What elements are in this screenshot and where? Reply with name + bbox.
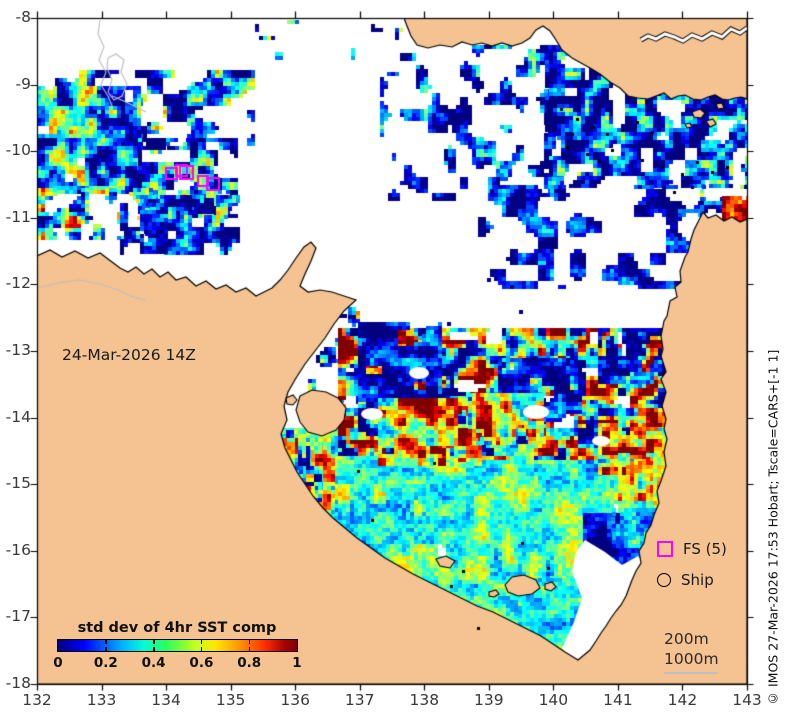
x-tick-label: 141 — [603, 691, 633, 709]
x-tick-label: 132 — [22, 691, 52, 709]
colorbar-notch — [105, 647, 107, 651]
colorbar-notch — [153, 640, 155, 644]
ship-marker-icon — [657, 572, 671, 587]
x-tick-label: 143 — [732, 691, 762, 709]
contour-200m-label: 200m — [664, 630, 709, 648]
ship-legend-label: Ship — [681, 570, 714, 589]
legend-row-ship: Ship — [657, 570, 727, 589]
y-tick-label: -16 — [5, 540, 31, 559]
legend-row-fs: FS (5) — [657, 539, 727, 558]
colorbar-gradient — [57, 639, 298, 652]
date-label: 24-Mar-2026 14Z — [62, 346, 196, 364]
fs-legend-label: FS (5) — [683, 539, 727, 558]
x-tick-label: 138 — [409, 691, 440, 709]
y-tick-label: -14 — [5, 407, 31, 426]
y-tick-label: -12 — [5, 274, 31, 293]
depth-contour-labels: 200m 1000m — [664, 629, 719, 674]
y-tick-label: -18 — [5, 674, 31, 692]
colorbar-notch — [200, 647, 203, 651]
x-tick-label: 135 — [215, 691, 246, 709]
y-tick-label: -11 — [5, 207, 31, 226]
x-tick-label: 136 — [280, 691, 310, 709]
colorbar-notch — [153, 647, 155, 651]
y-tick-label: -9 — [15, 74, 31, 93]
colorbar-notch — [200, 640, 203, 644]
x-tick-label: 133 — [86, 691, 117, 709]
colorbar-title: std dev of 4hr SST comp — [77, 620, 277, 636]
colorbar-tick-label: 0.2 — [93, 655, 118, 671]
y-tick-label: -17 — [5, 607, 31, 626]
colorbar-tick-label: 1 — [292, 655, 302, 671]
colorbar-tick-label: 0.4 — [141, 655, 166, 671]
colorbar-tick-label: 0 — [53, 655, 63, 671]
colorbar-tick-labels: 0 0.2 0.4 0.6 0.8 1 — [53, 655, 301, 671]
y-tick-label: -8 — [15, 8, 31, 26]
fs-marker-icon — [657, 540, 673, 557]
y-tick-label: -10 — [5, 141, 31, 160]
x-tick-label: 140 — [538, 691, 569, 709]
colorbar-notch — [105, 640, 107, 644]
contour-1000m-label: 1000m — [664, 650, 719, 668]
y-tick-label: -13 — [5, 341, 31, 359]
map-legend: FS (5) Ship — [657, 540, 727, 602]
colorbar-tick-label: 0.8 — [237, 655, 262, 671]
colorbar-tick-label: 0.6 — [189, 655, 214, 671]
x-tick-label: 137 — [344, 691, 375, 709]
y-tick-label: -15 — [5, 474, 31, 493]
colorbar-notch — [248, 640, 251, 644]
colorbar-notch — [248, 647, 251, 651]
x-tick-label: 139 — [474, 691, 504, 709]
x-tick-label: 134 — [151, 691, 181, 709]
copyright-text: © IMOS 27-Mar-2026 17:53 Hobart; Tscale=… — [765, 349, 781, 706]
contour-1000m-sample-line — [664, 672, 718, 674]
x-tick-label: 142 — [667, 691, 698, 709]
